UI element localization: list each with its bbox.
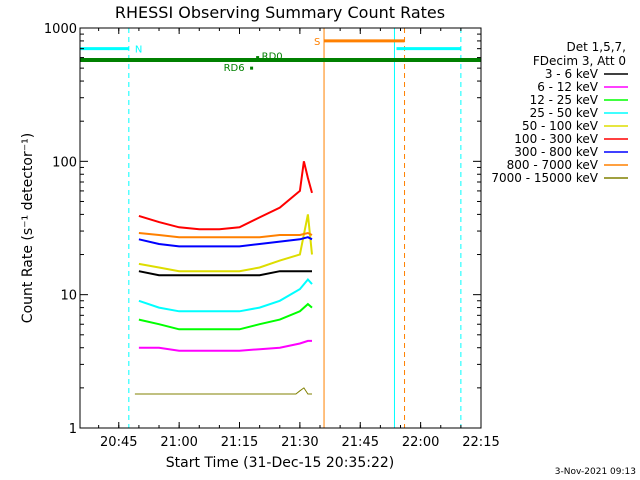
x-axis-label: Start Time (31-Dec-15 20:35:22) bbox=[166, 455, 394, 471]
x-tick-label-3: 21:30 bbox=[281, 435, 318, 450]
legend-label-5: 100 - 300 keV bbox=[514, 132, 598, 146]
legend-label-3: 25 - 50 keV bbox=[530, 106, 599, 120]
legend-label-2: 12 - 25 keV bbox=[530, 93, 599, 107]
series-line-6 bbox=[138, 236, 313, 248]
legend-header-line-1: Det 1,5,7, bbox=[567, 40, 627, 54]
legend-label-4: 50 - 100 keV bbox=[522, 119, 599, 133]
series-line-0 bbox=[138, 270, 312, 277]
flag-label-s: S bbox=[314, 37, 320, 48]
flag-point-5 bbox=[250, 66, 254, 70]
y-axis: 1 10 100 1000 bbox=[44, 22, 481, 437]
x-tick-label-6: 22:15 bbox=[462, 435, 499, 450]
x-tick-label-2: 21:15 bbox=[221, 435, 258, 450]
legend-label-7: 800 - 7000 keV bbox=[507, 158, 599, 172]
y-tick-label-0: 1 bbox=[69, 422, 77, 437]
x-tick-label-4: 21:45 bbox=[342, 435, 379, 450]
legend-label-0: 3 - 6 keV bbox=[545, 67, 599, 81]
legend-header-line-2: FDecim 3, Att 0 bbox=[533, 54, 626, 68]
series-line-1 bbox=[138, 339, 312, 352]
plot-area: N S RD0 RD6 bbox=[80, 28, 481, 428]
legend-label-8: 7000 - 15000 keV bbox=[491, 171, 598, 185]
x-tick-label-0: 20:45 bbox=[100, 435, 137, 450]
series-line-5 bbox=[138, 161, 313, 231]
x-axis: 20:45 21:00 21:15 21:30 21:45 22:00 22:15 bbox=[98, 28, 500, 450]
y-tick-label-2: 100 bbox=[52, 155, 77, 170]
flag-label-rd0: RD0 bbox=[262, 52, 283, 63]
y-tick-label-1: 10 bbox=[60, 289, 77, 304]
series-line-8 bbox=[134, 387, 312, 395]
series-line-3 bbox=[138, 277, 313, 313]
y-tick-label-3: 1000 bbox=[44, 22, 77, 37]
legend-label-1: 6 - 12 keV bbox=[537, 80, 599, 94]
x-tick-label-5: 22:00 bbox=[402, 435, 439, 450]
flag-label-rd6: RD6 bbox=[224, 63, 245, 74]
y-axis-label: Count Rate (s⁻¹ detector⁻¹) bbox=[20, 133, 36, 323]
chart-title: RHESSI Observing Summary Count Rates bbox=[115, 3, 445, 22]
series-line-2 bbox=[138, 302, 313, 331]
plot-frame bbox=[79, 27, 482, 429]
legend-label-6: 300 - 800 keV bbox=[514, 145, 598, 159]
flag-point-4 bbox=[256, 56, 260, 60]
series-line-4 bbox=[138, 214, 313, 273]
flag-label-n: N bbox=[135, 45, 142, 56]
series-line-7 bbox=[138, 231, 313, 239]
x-tick-label-1: 21:00 bbox=[160, 435, 197, 450]
render-timestamp: 3-Nov-2021 09:13 bbox=[555, 467, 636, 477]
